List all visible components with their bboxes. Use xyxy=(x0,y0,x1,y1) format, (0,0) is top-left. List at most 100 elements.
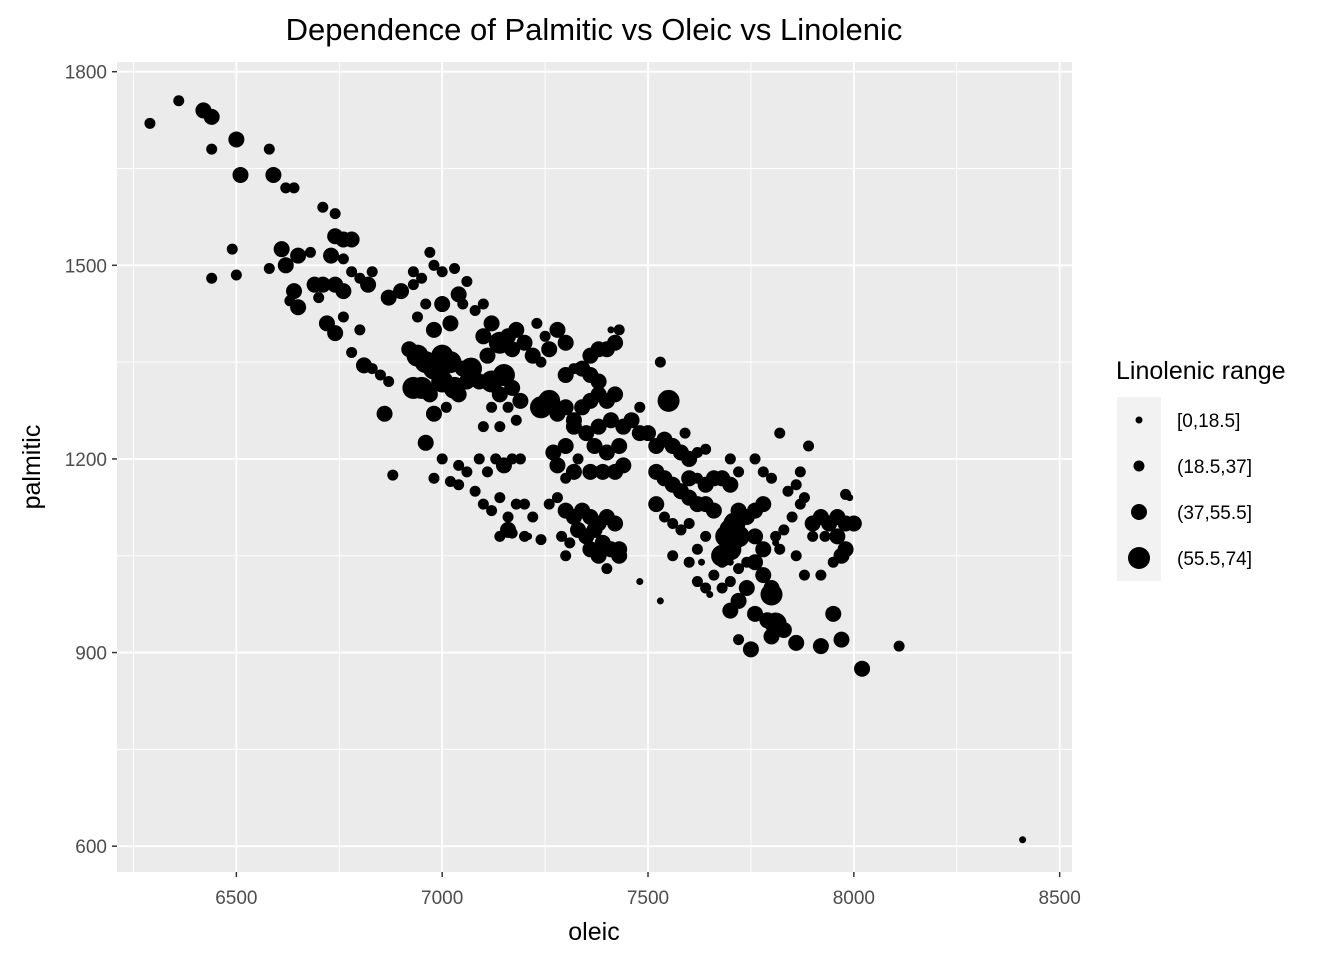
data-point xyxy=(574,360,591,377)
x-tick-label: 7000 xyxy=(421,888,463,909)
data-point xyxy=(428,259,440,271)
data-point xyxy=(565,418,582,435)
data-point xyxy=(634,401,646,413)
data-point xyxy=(726,558,734,566)
data-point xyxy=(380,289,397,306)
data-point xyxy=(722,476,739,493)
data-point xyxy=(724,576,736,588)
data-point xyxy=(407,279,419,291)
data-point xyxy=(735,636,743,644)
data-point xyxy=(424,246,436,258)
data-point xyxy=(590,547,607,564)
data-point xyxy=(755,496,772,513)
data-point xyxy=(337,253,349,265)
data-point xyxy=(420,298,432,310)
data-point xyxy=(545,444,562,461)
data-point xyxy=(560,550,572,562)
data-point xyxy=(636,578,644,586)
data-point xyxy=(556,530,568,542)
data-point xyxy=(290,247,307,264)
data-point xyxy=(366,363,378,375)
axis-ticks: 6500 7000 7500 8000 8500 600 900 1200 1500 1800 xyxy=(65,63,1081,909)
data-point xyxy=(658,511,670,523)
data-point xyxy=(393,283,410,300)
data-point xyxy=(845,515,862,532)
data-point xyxy=(457,298,469,310)
data-point xyxy=(774,543,786,555)
data-point xyxy=(557,399,574,416)
data-point xyxy=(827,556,839,568)
legend-label: (18.5,37] xyxy=(1177,457,1252,478)
data-point xyxy=(450,386,467,403)
data-point xyxy=(706,590,714,598)
data-point xyxy=(812,638,829,655)
data-point xyxy=(502,511,514,523)
data-point xyxy=(286,283,303,300)
data-point xyxy=(705,502,722,519)
data-point xyxy=(516,334,533,351)
legend-key-symbol xyxy=(1128,547,1150,569)
x-axis-title: oleic xyxy=(568,918,619,946)
data-point xyxy=(691,543,703,555)
data-point xyxy=(742,641,759,658)
data-point xyxy=(819,530,831,542)
data-point xyxy=(508,321,525,338)
data-point xyxy=(722,602,739,619)
data-point xyxy=(411,311,423,323)
data-point xyxy=(173,95,185,107)
data-point xyxy=(486,505,498,517)
data-point xyxy=(656,358,664,366)
data-point xyxy=(531,317,543,329)
data-point xyxy=(741,556,753,568)
data-point xyxy=(206,143,218,155)
data-point xyxy=(733,466,745,478)
data-point xyxy=(277,257,294,274)
data-point xyxy=(335,283,352,300)
data-point xyxy=(738,580,755,597)
data-point xyxy=(772,539,780,547)
data-point xyxy=(807,530,819,542)
data-point xyxy=(469,304,481,316)
data-point xyxy=(700,582,712,594)
data-point xyxy=(782,485,794,497)
legend: Linolenic range [0,18.5] (18.5,37] (37,55.… xyxy=(1116,357,1286,581)
data-point xyxy=(615,457,632,474)
y-tick-label: 1800 xyxy=(65,63,107,84)
data-point xyxy=(747,605,764,622)
data-point xyxy=(582,463,599,480)
legend-label: [0,18.5] xyxy=(1177,411,1240,432)
data-point xyxy=(679,427,691,439)
data-point xyxy=(461,275,473,287)
data-point xyxy=(494,492,506,504)
data-point xyxy=(786,511,798,523)
data-point xyxy=(481,466,493,478)
data-point xyxy=(402,376,425,399)
data-point xyxy=(483,315,500,332)
data-point xyxy=(735,526,743,534)
data-point xyxy=(407,266,419,278)
data-point xyxy=(640,425,657,442)
data-point xyxy=(607,386,624,403)
data-point xyxy=(602,412,619,429)
data-point xyxy=(317,201,329,213)
data-point xyxy=(724,453,736,465)
y-tick-label: 1500 xyxy=(65,256,107,277)
data-point xyxy=(788,634,805,651)
y-tick-label: 600 xyxy=(75,837,107,858)
data-point xyxy=(290,299,307,316)
data-point xyxy=(346,266,358,278)
legend-key-symbol xyxy=(1135,416,1143,424)
data-point xyxy=(675,524,687,536)
data-point xyxy=(366,266,378,278)
data-point xyxy=(506,527,518,539)
data-point xyxy=(360,276,377,293)
major-gridlines xyxy=(117,62,1072,872)
legend-title: Linolenic range xyxy=(1116,357,1286,385)
data-point xyxy=(763,628,780,645)
data-point xyxy=(265,166,282,183)
data-point xyxy=(473,453,485,465)
data-point xyxy=(790,479,802,491)
data-point xyxy=(280,182,292,194)
data-point xyxy=(436,266,448,278)
data-point xyxy=(557,367,574,384)
